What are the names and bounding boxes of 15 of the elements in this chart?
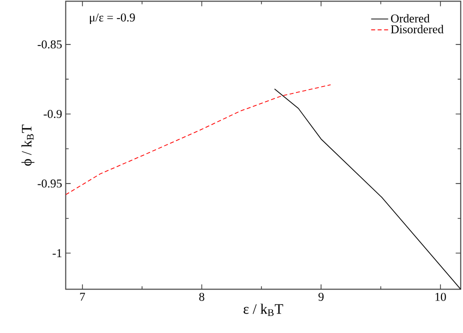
legend-label: Ordered	[391, 14, 430, 23]
y-tick-label: -1	[52, 249, 62, 258]
x-tick-label: 9	[318, 292, 324, 301]
y-tick-label: -0.95	[38, 180, 62, 188]
line-series	[274, 88, 461, 290]
x-tick-label: 8	[199, 292, 204, 301]
y-axis-title: ϕ / k$_{B}$T	[21, 124, 34, 166]
line-series	[66, 84, 332, 196]
x-axis-title: ε / k$_{B}$T	[244, 304, 284, 316]
annotation: μ/ε = -0.9	[90, 13, 135, 24]
x-tick-label: 10	[435, 292, 446, 301]
legend-label: Disordered	[390, 24, 444, 34]
x-tick-label: 7	[80, 292, 86, 301]
y-tick-label: -0.85	[38, 40, 62, 48]
y-tick-label: -0.9	[44, 110, 62, 118]
